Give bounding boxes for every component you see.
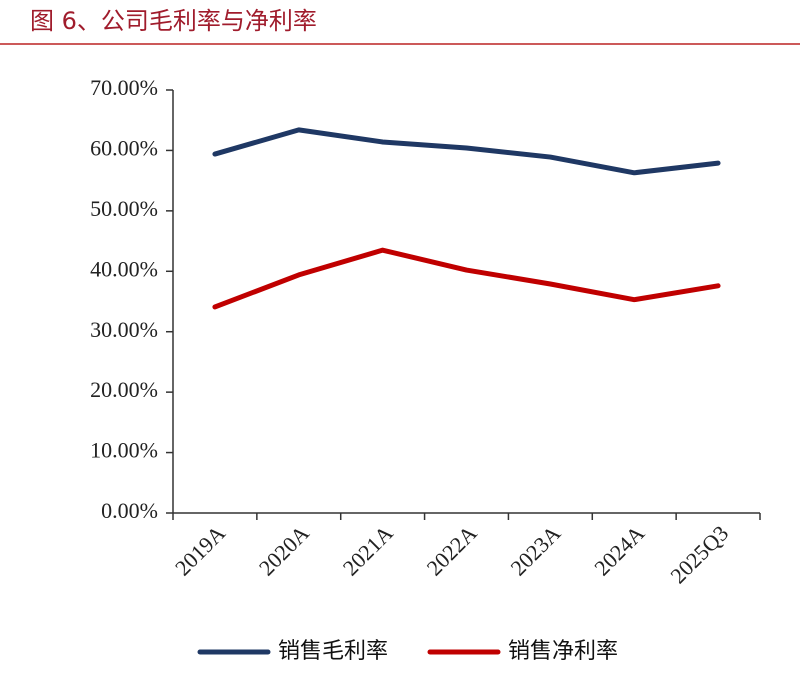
line-series bbox=[212, 127, 721, 176]
y-tick-label: 10.00% bbox=[90, 438, 158, 463]
y-tick-label: 30.00% bbox=[90, 317, 158, 342]
y-tick-label: 20.00% bbox=[90, 377, 158, 402]
legend-label: 销售净利率 bbox=[508, 639, 618, 664]
x-tick-label: 2022A bbox=[422, 520, 482, 580]
chart-title: 图 6、公司毛利率与净利率 bbox=[30, 7, 317, 35]
y-tick-label: 50.00% bbox=[90, 196, 158, 221]
y-tick-label: 70.00% bbox=[90, 75, 158, 100]
x-tick-label: 2024A bbox=[589, 520, 649, 580]
y-tick-label: 40.00% bbox=[90, 256, 158, 281]
x-tick-label: 2025Q3 bbox=[665, 520, 733, 588]
x-tick-label: 2019A bbox=[170, 520, 230, 580]
x-tick-label: 2023A bbox=[505, 520, 565, 580]
y-tick-label: 0.00% bbox=[101, 498, 158, 523]
y-tick-label: 60.00% bbox=[90, 135, 158, 160]
line-series bbox=[212, 247, 721, 310]
legend-label: 销售毛利率 bbox=[278, 639, 388, 664]
x-tick-label: 2020A bbox=[254, 520, 314, 580]
x-tick-label: 2021A bbox=[338, 520, 398, 580]
